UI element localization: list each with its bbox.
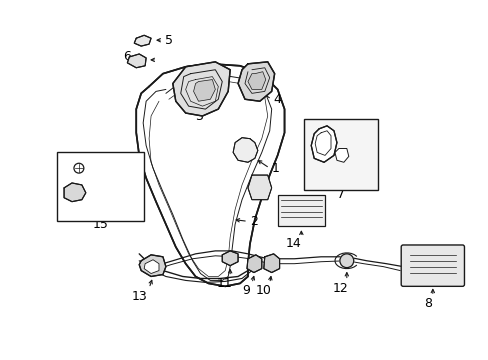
Text: 16: 16 xyxy=(98,186,113,199)
Text: 3: 3 xyxy=(195,111,203,123)
Polygon shape xyxy=(310,126,336,162)
Text: 2: 2 xyxy=(249,215,257,228)
Text: 10: 10 xyxy=(255,284,271,297)
Text: 5: 5 xyxy=(164,34,173,47)
Text: 7: 7 xyxy=(336,188,344,201)
Polygon shape xyxy=(144,260,159,274)
Polygon shape xyxy=(246,255,261,273)
Polygon shape xyxy=(263,254,279,273)
Polygon shape xyxy=(139,255,165,276)
Polygon shape xyxy=(64,183,86,202)
Polygon shape xyxy=(193,80,215,101)
Text: 14: 14 xyxy=(285,237,301,249)
Text: 11: 11 xyxy=(216,277,232,290)
Text: 8: 8 xyxy=(423,297,431,310)
FancyBboxPatch shape xyxy=(277,195,325,226)
Text: 6: 6 xyxy=(123,50,131,63)
Circle shape xyxy=(339,254,353,267)
Text: 17: 17 xyxy=(96,162,111,175)
Polygon shape xyxy=(222,251,238,266)
Text: 13: 13 xyxy=(131,290,147,303)
Polygon shape xyxy=(233,138,257,162)
Text: 12: 12 xyxy=(332,282,348,295)
Circle shape xyxy=(74,163,83,173)
Text: 15: 15 xyxy=(93,218,108,231)
Text: 1: 1 xyxy=(271,162,279,175)
FancyBboxPatch shape xyxy=(57,152,144,221)
Polygon shape xyxy=(334,148,348,162)
Polygon shape xyxy=(136,64,284,286)
Polygon shape xyxy=(134,35,151,46)
Text: 9: 9 xyxy=(242,284,249,297)
Polygon shape xyxy=(127,54,146,68)
FancyBboxPatch shape xyxy=(304,119,378,190)
Text: 4: 4 xyxy=(273,93,281,106)
Polygon shape xyxy=(172,62,230,116)
Polygon shape xyxy=(247,72,265,89)
Polygon shape xyxy=(238,62,274,101)
Polygon shape xyxy=(247,175,271,200)
FancyBboxPatch shape xyxy=(400,245,464,286)
